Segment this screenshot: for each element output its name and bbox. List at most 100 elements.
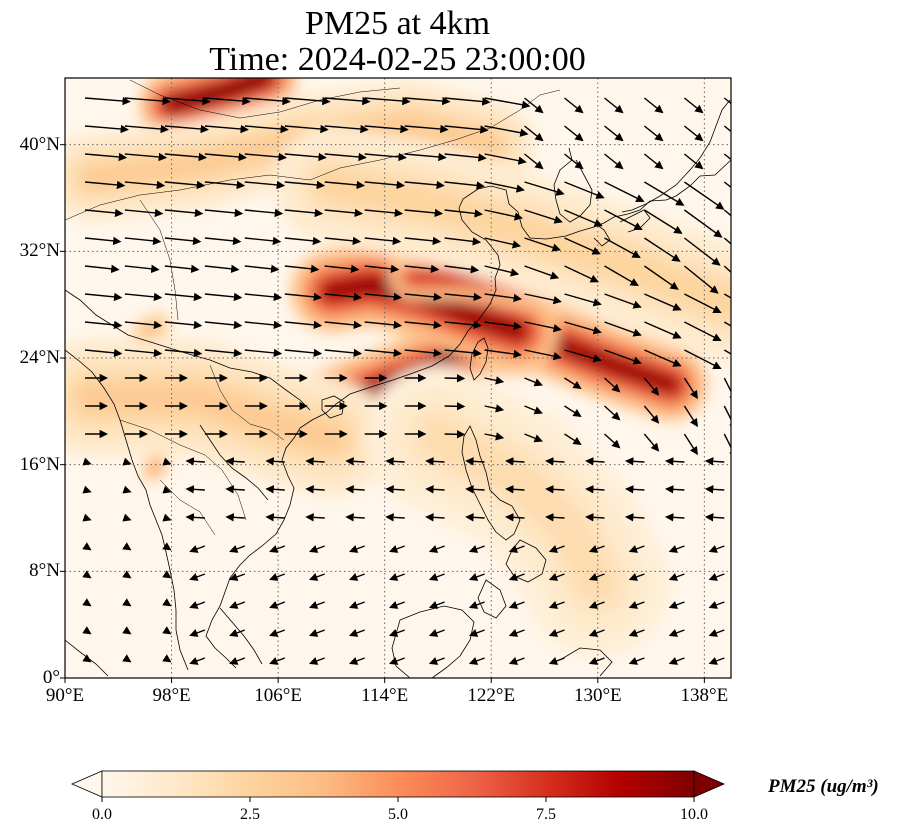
wind-arrow bbox=[644, 181, 685, 206]
wind-arrow bbox=[364, 292, 403, 302]
wind-arrow bbox=[683, 265, 719, 294]
wind-arrow bbox=[545, 513, 565, 522]
wind-arrow bbox=[204, 208, 244, 218]
wind-arrow bbox=[683, 433, 698, 456]
wind-arrow bbox=[204, 292, 243, 302]
wind-arrow bbox=[644, 293, 682, 311]
wind-arrow bbox=[604, 97, 624, 114]
wind-arrow bbox=[564, 209, 603, 227]
wind-arrow bbox=[548, 629, 565, 637]
wind-arrow bbox=[604, 125, 624, 142]
wind-arrow bbox=[324, 124, 369, 134]
lat-tick-label: 0° bbox=[42, 667, 60, 688]
wind-arrow bbox=[428, 545, 445, 553]
wind-arrow bbox=[643, 433, 660, 452]
wind-arrow bbox=[723, 349, 731, 355]
wind-arrow bbox=[84, 152, 128, 162]
wind-arrow bbox=[588, 545, 605, 553]
wind-arrow bbox=[723, 377, 731, 403]
wind-arrow bbox=[269, 545, 286, 553]
wind-arrow bbox=[425, 485, 445, 494]
wind-arrow bbox=[164, 292, 203, 302]
lat-tick-label: 16°N bbox=[19, 453, 60, 475]
wind-arrow bbox=[385, 485, 405, 494]
wind-arrow bbox=[404, 180, 445, 190]
wind-arrow bbox=[723, 153, 731, 161]
wind-arrow bbox=[162, 485, 172, 494]
wind-arrow bbox=[425, 457, 445, 466]
wind-arrow bbox=[124, 208, 164, 218]
wind-arrow bbox=[604, 265, 639, 287]
wind-arrow bbox=[708, 657, 725, 665]
wind-arrow bbox=[229, 657, 246, 665]
wind-arrow bbox=[564, 321, 602, 335]
wind-arrow bbox=[122, 654, 132, 663]
wind-arrow bbox=[164, 208, 204, 218]
wind-arrow bbox=[122, 570, 132, 579]
map-plot-area bbox=[65, 78, 731, 678]
wind-arrow bbox=[444, 348, 482, 358]
colorbar-tick-label: 5.0 bbox=[388, 806, 408, 823]
map-frame bbox=[64, 77, 732, 679]
wind-arrow bbox=[625, 513, 645, 522]
wind-arrow bbox=[284, 292, 323, 302]
wind-arrow bbox=[524, 321, 562, 333]
wind-arrow bbox=[348, 545, 365, 553]
wind-arrow bbox=[723, 433, 731, 459]
wind-arrow bbox=[204, 180, 246, 190]
wind-arrow bbox=[124, 124, 169, 134]
wind-arrow bbox=[124, 292, 163, 302]
wind-arrow bbox=[524, 153, 544, 170]
wind-arrow bbox=[308, 629, 325, 637]
wind-arrow bbox=[284, 236, 322, 246]
wind-arrow bbox=[324, 180, 365, 190]
wind-arrow bbox=[708, 601, 725, 609]
wind-arrow bbox=[564, 405, 582, 418]
wind-arrow bbox=[164, 124, 209, 134]
wind-arrow bbox=[84, 348, 123, 358]
wind-arrow bbox=[564, 377, 582, 390]
wind-arrow bbox=[604, 433, 621, 449]
colorbar-tick-label: 2.5 bbox=[240, 806, 260, 823]
wind-arrow bbox=[305, 485, 325, 494]
wind-arrow bbox=[84, 124, 129, 134]
wind-arrow bbox=[444, 292, 482, 302]
wind-arrow bbox=[308, 657, 325, 665]
wind-arrow bbox=[468, 573, 485, 581]
pm25-plume-vietnam-spot bbox=[149, 462, 161, 474]
wind-arrow bbox=[444, 181, 485, 190]
colorbar-tick-label: 0.0 bbox=[92, 806, 112, 823]
wind-arrow bbox=[684, 321, 722, 342]
wind-arrow bbox=[204, 236, 242, 246]
wind-arrow bbox=[684, 293, 722, 314]
wind-arrow bbox=[404, 264, 440, 274]
wind-arrow bbox=[84, 180, 126, 190]
wind-arrow bbox=[189, 657, 206, 665]
pm25-plume-yellow-sea-haze bbox=[319, 172, 731, 317]
wind-arrow bbox=[164, 180, 206, 190]
wind-arrow bbox=[84, 264, 120, 274]
wind-arrow bbox=[388, 629, 405, 637]
wind-arrow bbox=[484, 404, 505, 413]
wind-arrow bbox=[644, 209, 683, 234]
wind-arrow bbox=[564, 237, 601, 255]
wind-arrow bbox=[225, 513, 245, 522]
wind-arrow bbox=[585, 457, 605, 466]
wind-arrow bbox=[388, 657, 405, 665]
wind-arrow bbox=[665, 513, 685, 522]
wind-arrow bbox=[244, 236, 282, 246]
wind-arrow bbox=[644, 265, 679, 290]
lon-tick-label: 106°E bbox=[254, 685, 302, 706]
wind-arrow bbox=[723, 237, 731, 245]
map-subtitle-time: Time: 2024-02-25 23:00:00 bbox=[209, 41, 586, 78]
wind-arrow bbox=[428, 573, 445, 581]
wind-arrow bbox=[244, 292, 283, 302]
wind-arrow bbox=[162, 457, 172, 466]
wind-arrow bbox=[122, 598, 132, 607]
wind-arrow bbox=[388, 545, 405, 553]
wind-arrow bbox=[444, 265, 480, 274]
wind-arrow bbox=[564, 97, 584, 114]
wind-arrow bbox=[265, 513, 285, 522]
wind-arrow bbox=[683, 153, 704, 170]
